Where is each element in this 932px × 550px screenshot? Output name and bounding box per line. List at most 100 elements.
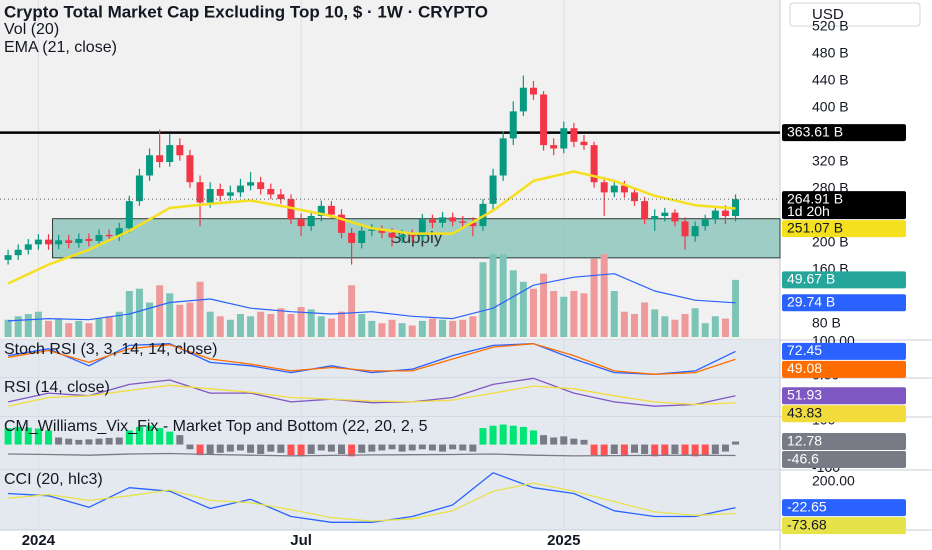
- volume-bar: [14, 316, 22, 337]
- candle-body: [509, 111, 517, 139]
- candle-body: [287, 199, 295, 220]
- pane-background: [0, 0, 780, 340]
- histogram-bar: [206, 444, 214, 454]
- candle-body: [156, 155, 164, 163]
- volume-bar: [398, 323, 406, 337]
- legend-entry: EMA (21, close): [4, 39, 117, 56]
- histogram-bar: [479, 428, 487, 445]
- volume-bar: [287, 313, 295, 337]
- histogram-bar: [641, 444, 649, 454]
- histogram-bar: [348, 444, 356, 457]
- volume-bar: [570, 290, 578, 337]
- candle-body: [711, 210, 719, 220]
- volume-bar: [529, 288, 537, 337]
- volume-bar: [681, 313, 689, 337]
- histogram-bar: [469, 444, 477, 452]
- histogram-bar: [388, 444, 396, 450]
- candle-body: [590, 145, 598, 183]
- y-tick-label: 200 B: [812, 234, 849, 250]
- volume-bar: [297, 307, 305, 337]
- volume-bar: [509, 270, 517, 337]
- histogram-bar: [620, 444, 628, 456]
- candle-body: [580, 141, 588, 146]
- histogram-bar: [671, 444, 679, 454]
- price-badge-label: 49.08: [787, 360, 822, 376]
- histogram-bar: [166, 431, 174, 445]
- histogram-bar: [338, 444, 346, 454]
- candle-body: [499, 138, 507, 176]
- volume-bar: [338, 311, 346, 337]
- candle-body: [529, 87, 537, 95]
- volume-bar: [378, 323, 386, 337]
- candle-body: [540, 94, 548, 146]
- candle-body: [388, 232, 396, 238]
- currency-label[interactable]: USD: [812, 6, 844, 23]
- volume-bar: [277, 308, 285, 337]
- indicator-line: [7, 377, 736, 407]
- price-badge: [782, 433, 906, 451]
- histogram-bar: [378, 444, 386, 451]
- volume-bar: [580, 293, 588, 337]
- histogram-bar: [297, 444, 305, 457]
- histogram-bar: [529, 430, 537, 445]
- histogram-bar: [287, 444, 295, 456]
- candle-body: [671, 212, 679, 222]
- pane-title: Stoch RSI (3, 3, 14, 14, close): [4, 341, 217, 358]
- price-badge: [782, 342, 906, 360]
- histogram-bar: [418, 444, 426, 450]
- volume-bar: [186, 302, 194, 337]
- histogram-bar: [428, 444, 436, 451]
- price-badge-label: -22.65: [787, 498, 827, 514]
- price-badge-label: -46.6: [787, 450, 819, 466]
- candle-body: [277, 194, 285, 200]
- candle-body: [550, 145, 558, 149]
- volume-bar: [691, 308, 699, 337]
- histogram-bar: [176, 435, 184, 445]
- price-badge: [782, 387, 906, 405]
- histogram-bar: [681, 444, 689, 456]
- price-badge-label: -73.68: [787, 516, 827, 532]
- candle-body: [186, 155, 194, 183]
- volume-bar: [439, 319, 447, 337]
- candle-body: [338, 214, 346, 233]
- volume-bar: [156, 285, 164, 337]
- y-tick-label: 440 B: [812, 72, 849, 88]
- price-badge: [782, 294, 906, 312]
- y-tick-label: 400 B: [812, 99, 849, 115]
- candle-body: [297, 219, 305, 227]
- candle-body: [307, 216, 315, 227]
- histogram-bar: [600, 444, 608, 457]
- volume-bar: [701, 323, 709, 337]
- histogram-bar: [277, 444, 285, 453]
- histogram-bar: [590, 444, 598, 456]
- candle-body: [247, 182, 255, 186]
- histogram-bar: [489, 425, 497, 445]
- price-badge: [782, 124, 906, 142]
- volume-bar: [459, 319, 467, 337]
- price-badge: [782, 360, 906, 378]
- volume-bar: [348, 285, 356, 337]
- overlay: Crypto Total Market Cap Excluding Top 10…: [4, 2, 921, 549]
- histogram-bar: [368, 444, 376, 452]
- histogram-bar: [499, 424, 507, 445]
- price-badge: [782, 451, 906, 469]
- y-tick-label: 320 B: [812, 153, 849, 169]
- candle-body: [85, 238, 93, 241]
- volume-bar: [641, 302, 649, 337]
- currency-button[interactable]: [789, 2, 921, 27]
- histogram-bar: [721, 444, 729, 452]
- price-badge: [782, 271, 906, 289]
- candle-body: [65, 240, 73, 244]
- histogram-bar: [34, 428, 42, 445]
- candle-body: [459, 221, 467, 223]
- legend-entry: Vol (20): [4, 21, 59, 38]
- countdown-label: 1d 20h: [787, 203, 830, 219]
- histogram-bar: [711, 444, 719, 454]
- volume-bar: [95, 318, 103, 337]
- volume-bar: [115, 311, 123, 337]
- volume-bar: [610, 290, 618, 337]
- candle-body: [620, 185, 628, 193]
- candle-body: [236, 185, 244, 193]
- histogram-bar: [4, 428, 12, 445]
- candle-body: [661, 212, 669, 217]
